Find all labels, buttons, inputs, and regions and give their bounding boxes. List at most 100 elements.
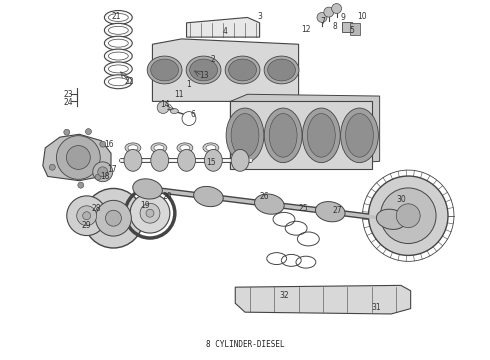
Text: 5: 5 — [350, 26, 355, 35]
Ellipse shape — [104, 36, 132, 50]
Circle shape — [56, 136, 100, 179]
Polygon shape — [43, 134, 111, 181]
Circle shape — [130, 193, 170, 233]
Bar — [343, 22, 352, 32]
Ellipse shape — [151, 143, 167, 153]
Circle shape — [182, 112, 196, 126]
Ellipse shape — [108, 52, 128, 60]
Text: 11: 11 — [174, 90, 184, 99]
Ellipse shape — [104, 23, 132, 37]
Text: 29: 29 — [82, 221, 92, 230]
Polygon shape — [230, 102, 372, 169]
Ellipse shape — [154, 145, 164, 151]
Ellipse shape — [190, 59, 218, 81]
Ellipse shape — [316, 202, 345, 222]
Ellipse shape — [104, 10, 132, 24]
Ellipse shape — [151, 149, 169, 171]
Circle shape — [83, 212, 91, 220]
Circle shape — [77, 206, 97, 226]
Ellipse shape — [204, 149, 222, 171]
Ellipse shape — [108, 39, 128, 47]
Text: 31: 31 — [372, 303, 381, 312]
Circle shape — [96, 201, 131, 236]
Circle shape — [64, 129, 70, 135]
Ellipse shape — [376, 209, 406, 229]
Ellipse shape — [177, 149, 196, 171]
Circle shape — [146, 209, 154, 217]
Text: 15: 15 — [206, 158, 216, 167]
Ellipse shape — [226, 108, 264, 163]
Ellipse shape — [194, 186, 223, 207]
Ellipse shape — [341, 108, 378, 163]
Ellipse shape — [108, 26, 128, 34]
Ellipse shape — [133, 179, 162, 199]
Circle shape — [78, 182, 84, 188]
Text: 27: 27 — [333, 206, 343, 215]
Circle shape — [105, 210, 122, 226]
Text: 20: 20 — [162, 192, 172, 201]
Text: 28: 28 — [92, 204, 101, 213]
Text: 6: 6 — [191, 110, 196, 119]
Circle shape — [84, 188, 143, 248]
Polygon shape — [152, 39, 298, 102]
Ellipse shape — [231, 149, 249, 171]
Text: 23: 23 — [64, 90, 74, 99]
Text: 8: 8 — [333, 22, 338, 31]
Ellipse shape — [345, 113, 373, 157]
Ellipse shape — [231, 113, 259, 157]
Ellipse shape — [229, 59, 256, 81]
Text: 26: 26 — [260, 192, 270, 201]
Ellipse shape — [225, 56, 260, 84]
Ellipse shape — [108, 78, 128, 86]
Circle shape — [67, 196, 106, 235]
Text: 32: 32 — [279, 291, 289, 300]
Text: 9: 9 — [340, 13, 345, 22]
Text: 10: 10 — [357, 12, 367, 21]
Circle shape — [157, 102, 169, 113]
Circle shape — [67, 145, 90, 170]
Ellipse shape — [125, 143, 141, 153]
Polygon shape — [230, 94, 380, 169]
Circle shape — [324, 7, 334, 17]
Circle shape — [317, 13, 327, 22]
Text: 17: 17 — [107, 165, 117, 174]
Circle shape — [368, 176, 448, 255]
Text: 4: 4 — [223, 27, 228, 36]
Text: 22: 22 — [125, 77, 134, 86]
Ellipse shape — [171, 109, 178, 113]
Ellipse shape — [151, 59, 178, 81]
Ellipse shape — [180, 145, 190, 151]
Ellipse shape — [269, 113, 297, 157]
Circle shape — [100, 141, 106, 147]
Circle shape — [332, 4, 342, 13]
Circle shape — [95, 174, 101, 180]
Text: 30: 30 — [396, 195, 406, 204]
Ellipse shape — [186, 56, 221, 84]
Circle shape — [140, 203, 160, 223]
Text: 1: 1 — [187, 80, 191, 89]
Text: 12: 12 — [301, 26, 311, 35]
Ellipse shape — [307, 113, 335, 157]
Text: 7: 7 — [320, 17, 325, 26]
Ellipse shape — [104, 75, 132, 89]
Text: 21: 21 — [111, 12, 121, 21]
Ellipse shape — [206, 145, 216, 151]
Text: 24: 24 — [64, 98, 74, 107]
Ellipse shape — [108, 13, 128, 22]
Text: 16: 16 — [104, 140, 113, 149]
Circle shape — [380, 188, 436, 243]
Ellipse shape — [264, 108, 302, 163]
Ellipse shape — [302, 108, 340, 163]
Ellipse shape — [177, 143, 193, 153]
Circle shape — [49, 164, 55, 170]
Circle shape — [93, 162, 113, 182]
Circle shape — [396, 204, 420, 228]
Text: 18: 18 — [100, 172, 110, 181]
Text: 19: 19 — [140, 201, 150, 210]
Ellipse shape — [203, 143, 219, 153]
Text: 14: 14 — [160, 100, 170, 109]
Text: 13: 13 — [199, 71, 208, 80]
Ellipse shape — [124, 149, 142, 171]
Polygon shape — [187, 18, 260, 37]
Text: 3: 3 — [257, 12, 262, 21]
